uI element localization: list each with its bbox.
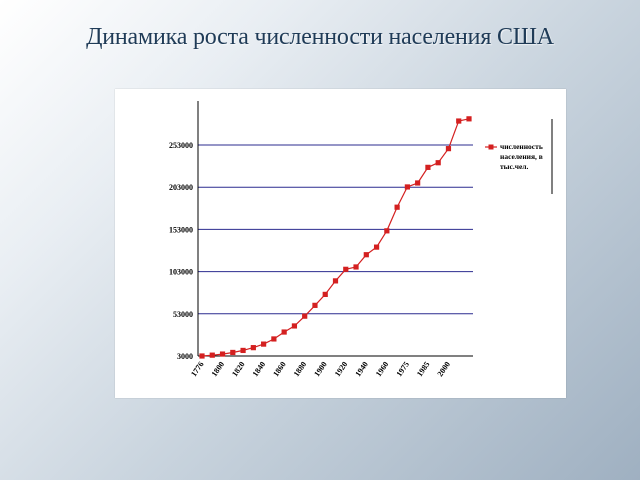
data-point-marker	[445, 146, 452, 152]
data-point-marker	[291, 323, 298, 329]
x-tick-label: 1776	[189, 360, 206, 378]
data-point-marker	[322, 291, 328, 297]
y-tick-label: 3000	[177, 352, 193, 361]
data-point-marker	[312, 302, 318, 308]
x-tick-label: 1900	[312, 360, 329, 378]
series-population	[199, 116, 472, 359]
x-tick-label: 1975	[394, 360, 411, 378]
data-point-marker	[281, 329, 287, 335]
data-point-marker	[302, 313, 308, 319]
data-point-marker	[209, 352, 215, 358]
data-point-marker	[219, 351, 226, 357]
x-tick-label: 1960	[374, 360, 391, 378]
data-point-marker	[261, 341, 267, 347]
gridlines	[198, 144, 473, 315]
legend-marker	[488, 144, 494, 150]
x-tick-label: 1985	[415, 360, 432, 378]
x-tick-label: 1800	[210, 360, 227, 378]
x-tick-label: 1820	[230, 360, 247, 378]
data-point-marker	[425, 164, 431, 170]
data-point-marker	[240, 347, 246, 354]
data-point-marker	[250, 345, 256, 351]
data-point-marker	[435, 160, 441, 166]
x-tick-label: 1860	[271, 360, 288, 378]
data-point-marker	[230, 349, 236, 356]
slide-title: Динамика роста численности населения США	[86, 24, 554, 50]
y-tick-labels: 3000 53000 103000 153000 203000 253000	[169, 141, 193, 361]
data-point-marker	[373, 244, 380, 250]
series-line	[201, 118, 470, 357]
data-point-marker	[404, 184, 410, 190]
x-tick-labels: 1776 1800 1820 1840 1860 1880 1900 1920 1940 1960…	[189, 360, 452, 378]
y-tick-label: 203000	[169, 183, 193, 192]
data-point-marker	[353, 264, 359, 270]
chart-panel: 3000 53000 103000 153000 203000 253000 1776 18…	[115, 89, 566, 398]
data-point-marker	[384, 228, 390, 234]
data-point-marker	[271, 336, 277, 342]
data-point-marker	[466, 116, 472, 122]
axes	[197, 101, 473, 357]
x-tick-label: 2000	[436, 360, 453, 378]
y-tick-label: 103000	[169, 268, 193, 277]
data-point-marker	[363, 252, 369, 258]
legend-label: численность	[500, 142, 543, 151]
x-tick-label: 1840	[251, 360, 268, 378]
y-tick-label: 253000	[169, 141, 193, 150]
data-point-marker	[343, 266, 349, 272]
legend-label: тыс.чел.	[500, 162, 529, 171]
data-point-marker	[456, 118, 462, 124]
x-tick-label: 1880	[292, 360, 309, 378]
data-point-marker	[199, 353, 205, 359]
legend-label: населения, в	[500, 152, 543, 161]
data-point-marker	[394, 204, 400, 210]
data-point-marker	[332, 278, 339, 284]
data-point-marker	[415, 180, 421, 186]
x-tick-label: 1940	[353, 360, 370, 378]
y-tick-label: 53000	[173, 310, 193, 319]
y-tick-label: 153000	[169, 225, 193, 234]
x-tick-label: 1920	[333, 360, 350, 378]
